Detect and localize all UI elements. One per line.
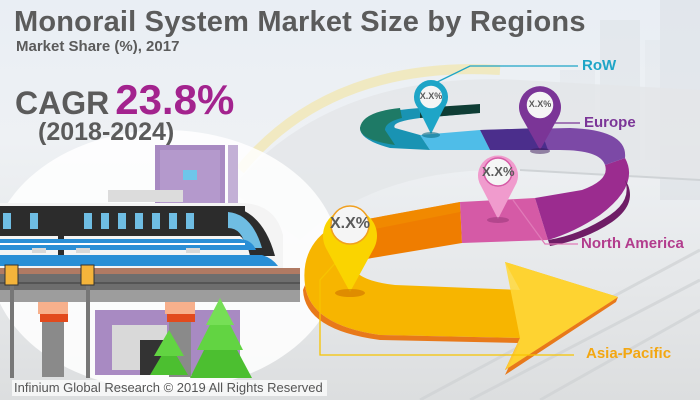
europe-pin-icon	[519, 86, 561, 154]
europe-value: X.X%	[528, 99, 552, 109]
region-label-north-america: North America	[581, 235, 684, 252]
chart-subtitle: Market Share (%), 2017	[16, 38, 180, 55]
north-america-pin-icon	[478, 155, 519, 223]
north-america-value: X.X%	[482, 164, 515, 179]
row-leader-line	[424, 65, 578, 89]
asia-pacific-value: X.X%	[330, 215, 371, 232]
guideway-icon	[0, 268, 300, 377]
cagr-period: (2018-2024)	[38, 118, 175, 146]
cagr-block: CAGR 23.8%	[15, 76, 234, 124]
cagr-value: 23.8%	[115, 76, 235, 123]
street-lamp-icon	[4, 264, 95, 378]
copyright-footer: Infinium Global Research © 2019 All Righ…	[12, 380, 327, 396]
monorail-train-icon	[0, 203, 283, 268]
asia-pacific-pin-icon	[323, 205, 378, 297]
cagr-label: CAGR	[15, 85, 110, 121]
chart-title: Monorail System Market Size by Regions	[14, 6, 586, 38]
asia-pacific-leader-line	[319, 259, 574, 356]
region-label-europe: Europe	[584, 114, 636, 131]
row-value: X.X%	[419, 91, 443, 101]
region-label-asia-pacific: Asia-Pacific	[586, 345, 672, 362]
tree-icon	[150, 298, 252, 378]
row-pin-icon	[414, 80, 448, 138]
region-label-row: RoW	[582, 57, 617, 74]
north-america-leader-line	[512, 199, 578, 245]
